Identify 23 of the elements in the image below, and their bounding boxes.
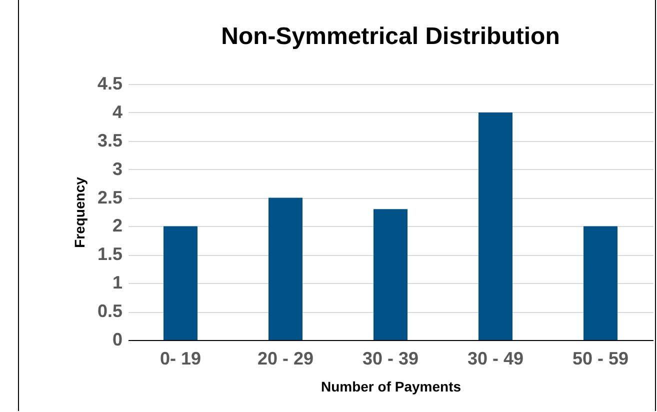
- y-tick-label: 0.5: [97, 301, 122, 322]
- x-tick-label: 30 - 49: [467, 348, 524, 368]
- y-tick-label: 3.5: [97, 130, 122, 150]
- bar: [268, 198, 302, 340]
- x-tick-label: 30 - 39: [362, 348, 419, 368]
- y-tick-label: 4.5: [97, 74, 122, 94]
- chart-title: Non-Symmetrical Distribution: [221, 23, 560, 50]
- y-tick-label: 1: [112, 272, 122, 293]
- bar: [374, 209, 408, 340]
- y-tick-label: 0: [112, 330, 122, 350]
- y-tick-label: 3: [112, 158, 122, 179]
- x-tick-label: 20 - 29: [257, 348, 314, 368]
- x-tick-label: 0- 19: [160, 348, 202, 368]
- y-tick-label: 1.5: [97, 244, 122, 264]
- y-tick-label: 4: [112, 102, 122, 122]
- y-tick-label: 2: [112, 216, 122, 236]
- y-tick-label: 2.5: [97, 187, 122, 208]
- x-axis-title: Number of Payments: [320, 378, 462, 394]
- y-axis-title: Frequency: [71, 176, 88, 248]
- bar: [584, 226, 618, 340]
- bar: [478, 112, 512, 340]
- x-tick-label: 50 - 59: [572, 348, 629, 368]
- bar: [164, 226, 198, 340]
